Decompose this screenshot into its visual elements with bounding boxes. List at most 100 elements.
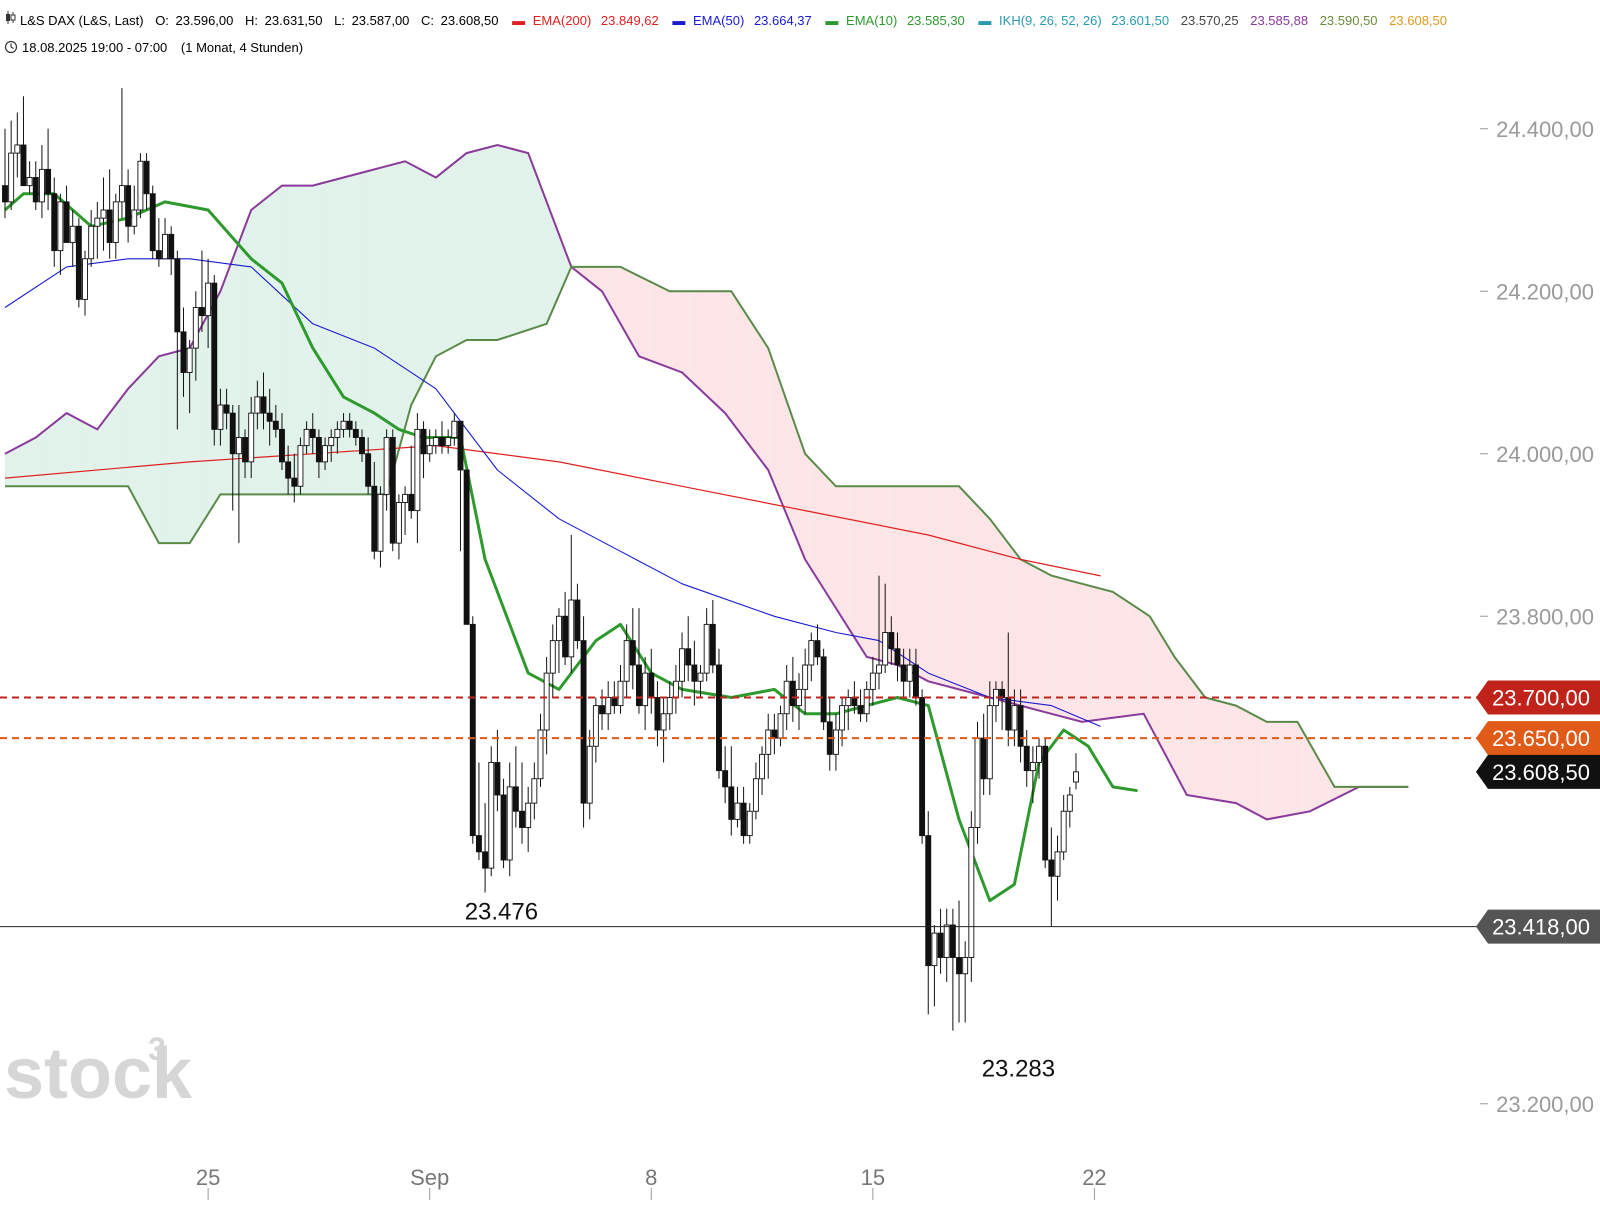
cloud-segment bbox=[1088, 585, 1092, 722]
candle bbox=[623, 624, 630, 698]
candle bbox=[359, 429, 365, 462]
candle-body-down bbox=[851, 697, 858, 707]
cloud-segment bbox=[965, 492, 969, 692]
candle-body-down bbox=[500, 794, 507, 861]
cloud-segment bbox=[1251, 713, 1255, 813]
cloud-segment bbox=[143, 369, 147, 521]
candle-body-down bbox=[691, 664, 698, 682]
candle-body-down bbox=[648, 672, 655, 698]
cloud-segment bbox=[420, 169, 424, 387]
candle bbox=[900, 648, 907, 698]
cloud-segment bbox=[309, 185, 313, 495]
cloud-segment bbox=[1051, 575, 1055, 715]
price-tag-label: 23.418,00 bbox=[1492, 915, 1590, 940]
cloud-segment bbox=[263, 197, 267, 495]
cloud-segment bbox=[158, 355, 162, 544]
candle-body-down bbox=[352, 428, 359, 438]
cloud-segment bbox=[1119, 595, 1123, 717]
candle-body-up bbox=[377, 493, 384, 552]
candle-body-up bbox=[1066, 794, 1073, 812]
cloud-segment bbox=[26, 440, 30, 487]
cloud-segment bbox=[223, 275, 227, 495]
cloud-segment bbox=[1149, 616, 1153, 732]
cloud-segment bbox=[740, 305, 744, 438]
cloud-segment bbox=[103, 417, 107, 487]
candle-body-up bbox=[869, 672, 876, 690]
candle bbox=[1054, 835, 1061, 901]
candle bbox=[519, 762, 525, 844]
cloud-segment bbox=[1319, 759, 1323, 807]
cloud-segment bbox=[1109, 591, 1113, 719]
price-tag: 23.650,00 bbox=[1476, 721, 1600, 756]
cloud-segment bbox=[725, 291, 729, 418]
cloud-segment bbox=[1134, 606, 1138, 715]
cloud-segment bbox=[937, 486, 941, 685]
cloud-segment bbox=[469, 151, 473, 340]
cloud-segment bbox=[789, 409, 793, 530]
cloud-segment bbox=[943, 486, 947, 687]
candle-body-down bbox=[709, 623, 716, 666]
candle-body-down bbox=[420, 428, 427, 455]
cloud-segment bbox=[595, 266, 599, 289]
candle-body-down bbox=[629, 640, 636, 666]
cloud-segment bbox=[152, 359, 156, 538]
candle-body-up bbox=[556, 615, 562, 642]
candle-body-up bbox=[974, 737, 981, 828]
price-levels: 23.700,00 23.650,00 23.608,50 23.418,00 bbox=[0, 680, 1600, 944]
cloud-segment bbox=[820, 470, 824, 589]
candle bbox=[820, 648, 827, 730]
candle-body-down bbox=[636, 664, 642, 707]
candle-body-down bbox=[1023, 745, 1030, 772]
candle bbox=[512, 746, 519, 828]
cloud-segment bbox=[20, 444, 24, 487]
cloud-segment bbox=[980, 509, 984, 696]
cloud-segment bbox=[1082, 583, 1086, 722]
candle-body-down bbox=[900, 664, 907, 682]
cloud-segment bbox=[491, 145, 495, 340]
cloud-segment bbox=[620, 266, 624, 330]
ichimoku-value-3: 23.585,88 bbox=[1250, 13, 1308, 28]
cloud-segment bbox=[974, 502, 978, 695]
price-tag-box bbox=[1476, 909, 1600, 944]
cloud-segment bbox=[663, 288, 667, 367]
candle bbox=[925, 811, 932, 1015]
candle bbox=[789, 656, 796, 722]
candle-body-up bbox=[445, 437, 452, 447]
cloud-segment bbox=[411, 164, 415, 405]
ichimoku-value-4: 23.590,50 bbox=[1320, 13, 1378, 28]
cloud-segment bbox=[14, 447, 18, 487]
candle bbox=[629, 608, 636, 690]
candle-body-up bbox=[746, 810, 753, 837]
candle-body-down bbox=[2, 185, 8, 203]
cloud-segment bbox=[149, 362, 153, 532]
candle bbox=[334, 421, 341, 454]
cloud-segment bbox=[848, 486, 852, 633]
cloud-segment bbox=[254, 205, 258, 495]
cloud-segment bbox=[115, 400, 119, 487]
candle bbox=[1017, 689, 1024, 763]
candle-body-down bbox=[174, 258, 181, 333]
candle-body-down bbox=[463, 469, 470, 625]
candle bbox=[1048, 827, 1055, 927]
cloud-segment bbox=[235, 242, 239, 495]
period-range: 18.08.2025 19:00 - 07:00 bbox=[22, 40, 167, 55]
cloud-segment bbox=[380, 166, 384, 495]
candle bbox=[199, 250, 205, 332]
candle bbox=[1036, 738, 1042, 779]
candle-body-down bbox=[494, 762, 501, 796]
cloud-segment bbox=[448, 165, 452, 350]
candle-body-up bbox=[660, 713, 667, 731]
cloud-segment bbox=[374, 168, 378, 495]
cloud-segment bbox=[408, 162, 412, 417]
cloud-segment bbox=[1023, 561, 1027, 708]
cloud-segment bbox=[977, 505, 981, 696]
cloud-segment bbox=[1035, 567, 1040, 711]
cloud-segment bbox=[1054, 576, 1058, 716]
cloud-segment bbox=[1260, 718, 1264, 818]
cloud-segment bbox=[1294, 721, 1298, 815]
candle bbox=[672, 665, 679, 714]
cloud-segment bbox=[598, 266, 603, 292]
candle bbox=[402, 486, 409, 535]
